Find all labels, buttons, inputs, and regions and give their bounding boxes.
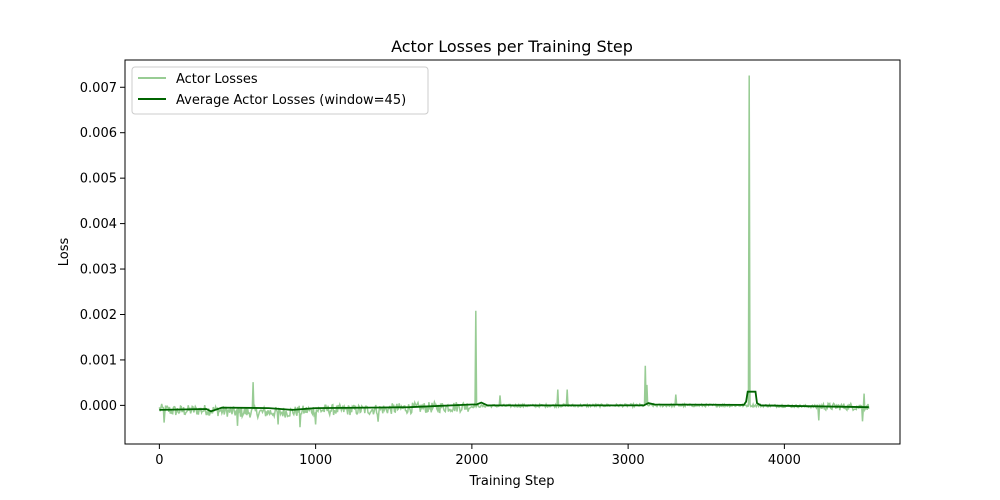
series-line-average-actor-losses [159,390,869,413]
y-tick-label: 0.001 [80,353,117,368]
y-tick-label: 0.000 [80,399,117,414]
legend: Actor Losses Average Actor Losses (windo… [131,66,429,115]
legend-label-actor-losses: Actor Losses [176,72,258,87]
y-tick-label: 0.006 [80,126,117,141]
x-tick-label: 4000 [768,453,801,468]
plot-area [158,75,870,428]
x-tick-label: 2000 [455,453,488,468]
y-tick-label: 0.003 [80,263,117,278]
legend-box [131,66,429,115]
y-axis: 0.000 0.001 0.002 0.003 0.004 0.005 0.006 0.007 [80,81,125,414]
y-axis-label: Loss [57,238,72,267]
y-tick-label: 0.007 [80,81,117,96]
y-tick-label: 0.005 [80,172,117,187]
chart-title: Actor Losses per Training Step [391,37,633,56]
legend-label-average-actor-losses: Average Actor Losses (window=45) [176,93,406,108]
x-axis-label: Training Step [468,474,554,489]
plot-frame [124,59,901,445]
x-axis: 0 1000 2000 3000 4000 [155,444,801,468]
x-tick-label: 3000 [612,453,645,468]
series-line-actor-losses [158,75,870,428]
x-tick-label: 1000 [299,453,332,468]
x-tick-label: 0 [155,453,163,468]
y-tick-label: 0.002 [80,308,117,323]
y-tick-label: 0.004 [80,217,117,232]
